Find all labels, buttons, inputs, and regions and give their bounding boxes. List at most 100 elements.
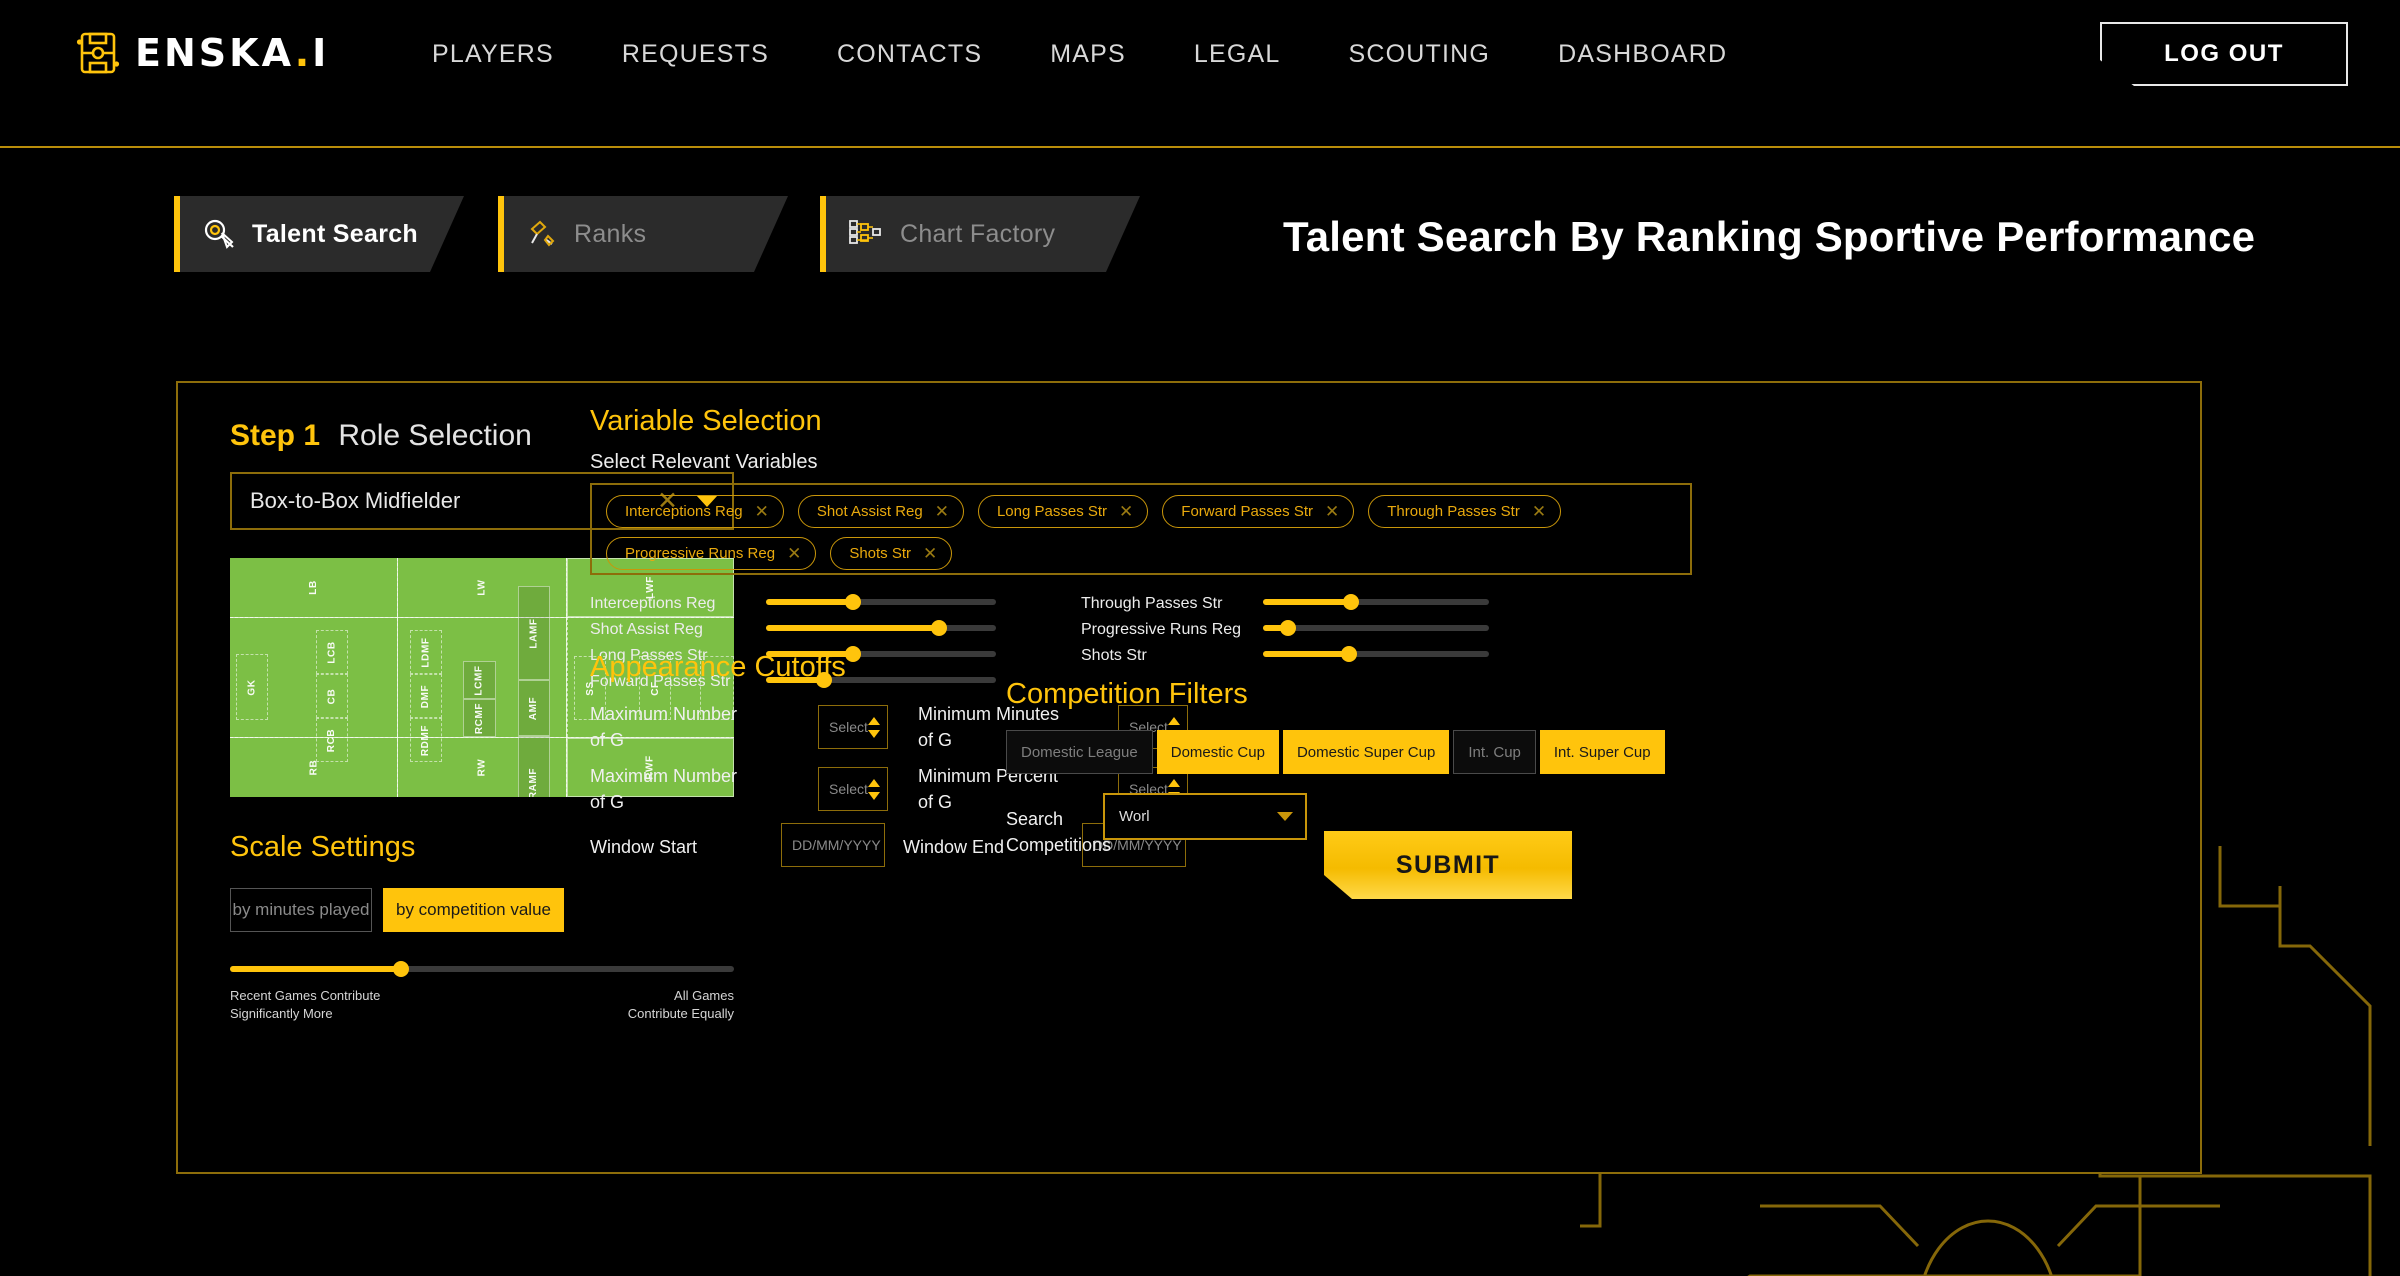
slider-knob[interactable] xyxy=(1340,646,1357,662)
close-icon[interactable]: ✕ xyxy=(1119,502,1134,521)
cutoff-label-line2: of G xyxy=(590,792,625,813)
chip-label: Through Passes Str xyxy=(1387,503,1520,520)
variable-chip-container[interactable]: Interceptions Reg ✕ Shot Assist Reg ✕ Lo… xyxy=(590,483,1692,575)
nav-link-contacts[interactable]: CONTACTS xyxy=(837,40,983,68)
logout-button[interactable]: LOG OUT xyxy=(2100,22,2348,86)
main-nav-links: PLAYERS REQUESTS CONTACTS MAPS LEGAL SCO… xyxy=(398,40,1761,69)
nav-link-scouting[interactable]: SCOUTING xyxy=(1348,40,1491,68)
pitch-zone-RW: RW xyxy=(476,758,488,777)
close-icon[interactable]: ✕ xyxy=(934,502,949,521)
chevron-down-icon[interactable] xyxy=(868,791,880,800)
pitch-zone-RCMF-selected[interactable]: RCMF xyxy=(463,699,496,737)
weight-slider-through-passes-str[interactable] xyxy=(1263,594,1489,610)
stepper-arrows[interactable] xyxy=(868,716,880,738)
variable-chip-forward-passes-str[interactable]: Forward Passes Str ✕ xyxy=(1162,495,1355,528)
slider-knob[interactable] xyxy=(393,961,410,977)
cutoff-select-max-number-2[interactable]: Select xyxy=(818,767,888,811)
pitch-zone-LDMF: LDMF xyxy=(420,636,432,668)
window-start-date-input[interactable]: DD/MM/YYYY xyxy=(781,823,885,867)
submit-button[interactable]: SUBMIT xyxy=(1324,831,1572,899)
nav-link-maps[interactable]: MAPS xyxy=(1050,40,1126,68)
role-select[interactable]: Box-to-Box Midfielder ✕ xyxy=(230,472,734,530)
close-icon[interactable]: ✕ xyxy=(1325,502,1340,521)
competition-chip-int-cup[interactable]: Int. Cup xyxy=(1453,730,1536,774)
search-label-line2: Competitions xyxy=(1006,835,1112,856)
chevron-up-icon[interactable] xyxy=(1168,716,1180,725)
slider-knob[interactable] xyxy=(1279,620,1296,636)
pitch-zone-DMF: DMF xyxy=(420,684,432,708)
pitch-zone-RCB: RCB xyxy=(326,728,338,752)
scale-label-right-line2: Contribute Equally xyxy=(627,1005,734,1021)
chevron-down-icon[interactable] xyxy=(696,495,718,507)
nav-link-requests[interactable]: REQUESTS xyxy=(621,40,770,68)
search-competitions-input[interactable]: Worl xyxy=(1103,793,1307,840)
close-icon[interactable]: ✕ xyxy=(754,502,769,521)
chevron-down-icon[interactable] xyxy=(1277,812,1293,821)
competition-chip-domestic-super-cup[interactable]: Domestic Super Cup xyxy=(1282,730,1450,774)
weight-slider-interceptions-reg[interactable] xyxy=(766,594,996,610)
scale-label-right: All Games Contribute Equally xyxy=(628,987,734,1022)
chevron-up-icon[interactable] xyxy=(1168,778,1180,787)
scale-toggle-competition-value[interactable]: by competition value xyxy=(383,888,564,932)
variable-chip-interceptions-reg[interactable]: Interceptions Reg ✕ xyxy=(606,495,784,528)
pitch-zone-LCB: LCB xyxy=(326,640,338,664)
search-competitions-label: Search Competitions xyxy=(1006,806,1111,858)
date-placeholder: DD/MM/YYYY xyxy=(792,837,881,853)
slider-knob[interactable] xyxy=(845,646,862,662)
nav-link-dashboard[interactable]: DASHBOARD xyxy=(1558,40,1728,68)
competition-chip-int-super-cup[interactable]: Int. Super Cup xyxy=(1539,730,1665,774)
chevron-down-icon[interactable] xyxy=(868,729,880,738)
scale-label-left-line2: Significantly More xyxy=(230,1005,333,1021)
slider-track xyxy=(1263,599,1489,605)
slider-knob[interactable] xyxy=(1343,594,1360,610)
scale-weight-slider[interactable] xyxy=(230,961,734,977)
slider-knob[interactable] xyxy=(930,620,947,636)
stepper-arrows[interactable] xyxy=(868,778,880,800)
weight-slider-forward-passes-str[interactable] xyxy=(766,672,996,688)
pitch-zone-LAMF-selected[interactable]: LAMF xyxy=(518,586,550,680)
pitch-zone-AMF: AMF xyxy=(528,696,540,720)
variable-chip-long-passes-str[interactable]: Long Passes Str ✕ xyxy=(977,495,1149,528)
cutoff-select-max-number-1[interactable]: Select xyxy=(818,705,888,749)
close-icon[interactable]: ✕ xyxy=(923,544,938,563)
competition-chip-domestic-cup[interactable]: Domestic Cup xyxy=(1156,730,1279,774)
search-competitions-value: Worl xyxy=(1119,808,1150,825)
pitch-zone-RDMF: RDMF xyxy=(420,724,432,756)
close-icon[interactable]: ✕ xyxy=(657,486,678,515)
slider-knob[interactable] xyxy=(845,594,862,610)
select-placeholder: Select xyxy=(829,781,868,797)
variable-chip-shot-assist-reg[interactable]: Shot Assist Reg ✕ xyxy=(797,495,964,528)
pitch-position-map[interactable]: LB LW LWF RB RW RWF GK LCB xyxy=(230,558,734,797)
weight-slider-shots-str[interactable] xyxy=(1263,646,1489,662)
chevron-up-icon[interactable] xyxy=(868,716,880,725)
pitch-zone-RCMF: RCMF xyxy=(474,702,486,734)
slider-knob[interactable] xyxy=(815,672,832,688)
pitch-zone-LCMF-selected[interactable]: LCMF xyxy=(463,661,496,699)
chevron-up-icon[interactable] xyxy=(868,778,880,787)
nav-link-players[interactable]: PLAYERS xyxy=(432,40,554,68)
brand-logo[interactable]: ENSKA.I xyxy=(75,30,329,76)
close-icon[interactable]: ✕ xyxy=(1531,502,1547,521)
cutoff-label-line2: of G xyxy=(590,730,625,751)
tab-ranks[interactable]: Ranks xyxy=(498,196,788,272)
variable-chip-progressive-runs-reg[interactable]: Progressive Runs Reg ✕ xyxy=(606,537,817,570)
chip-label: Long Passes Str xyxy=(996,503,1108,520)
weight-slider-shot-assist-reg[interactable] xyxy=(766,620,996,636)
scale-toggle-minutes-played[interactable]: by minutes played xyxy=(230,888,372,932)
tab-talent-search[interactable]: Talent Search xyxy=(174,196,464,272)
pitch-logo-icon xyxy=(76,32,120,74)
slider-track xyxy=(766,599,996,605)
slider-fill xyxy=(766,599,854,605)
weight-slider-progressive-runs-reg[interactable] xyxy=(1263,620,1489,636)
variable-chip-through-passes-str[interactable]: Through Passes Str ✕ xyxy=(1368,495,1562,528)
variable-chip-shots-str[interactable]: Shots Str ✕ xyxy=(830,537,953,570)
competition-chip-domestic-league[interactable]: Domestic League xyxy=(1006,730,1153,774)
step-title: Role Selection xyxy=(338,419,532,452)
pitch-zone-RAMF-selected[interactable]: RAMF xyxy=(518,736,550,797)
window-start-label: Window Start xyxy=(590,837,698,857)
pitch-zone-AMF-selected[interactable]: AMF xyxy=(518,680,550,736)
close-icon[interactable]: ✕ xyxy=(787,544,802,563)
weight-slider-long-passes-str[interactable] xyxy=(766,646,996,662)
nav-link-legal[interactable]: LEGAL xyxy=(1193,40,1281,68)
tab-chart-factory[interactable]: Chart Factory xyxy=(820,196,1140,272)
